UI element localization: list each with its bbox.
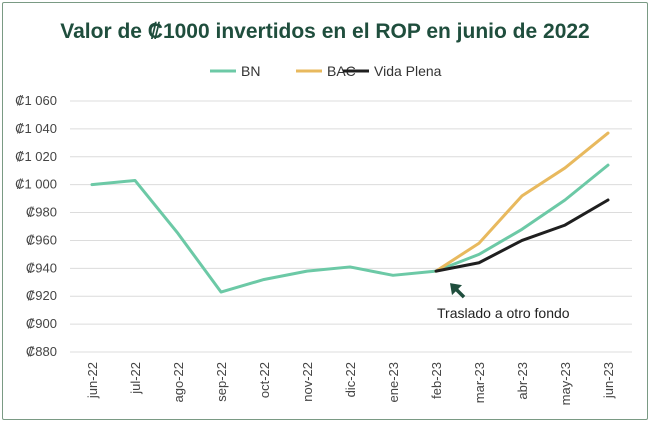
series-line-bac — [434, 131, 610, 273]
y-tick-label: ₡1 040 — [15, 121, 57, 136]
series-line-bn — [90, 163, 610, 294]
x-tick-label: nov-22 — [300, 362, 315, 402]
y-tick-label: ₡920 — [26, 288, 57, 303]
chart-title: Valor de ₡1000 invertidos en el ROP en j… — [60, 20, 589, 43]
x-tick-label: jun-22 — [85, 362, 100, 399]
y-tick-label: ₡980 — [26, 205, 57, 220]
x-tick-label: abr-23 — [515, 362, 530, 400]
y-tick-label: ₡1 020 — [15, 149, 57, 164]
y-tick-label: ₡880 — [26, 344, 57, 359]
annotation-arrow-head — [450, 283, 462, 296]
x-tick-label: jul-22 — [128, 362, 143, 395]
x-tick-label: mar-23 — [472, 362, 487, 403]
y-tick-label: ₡1 000 — [15, 177, 57, 192]
legend-label: BAC — [327, 63, 356, 79]
y-tick-label: ₡940 — [26, 260, 57, 275]
x-tick-label: oct-22 — [257, 362, 272, 398]
x-tick-label: ago-22 — [171, 362, 186, 402]
legend-label: Vida Plena — [374, 63, 442, 79]
series-line-vida-plena — [434, 198, 610, 273]
y-tick-label: ₡960 — [26, 232, 57, 247]
x-tick-label: feb-23 — [429, 362, 444, 399]
legend-label: BN — [241, 63, 260, 79]
x-tick-label: may-23 — [558, 362, 573, 405]
x-tick-label: dic-22 — [343, 362, 358, 397]
x-tick-label: ene-23 — [386, 362, 401, 402]
x-tick-label: sep-22 — [214, 362, 229, 402]
annotation-text: Traslado a otro fondo — [437, 305, 570, 321]
y-tick-label: ₡1 060 — [15, 93, 57, 108]
y-tick-label: ₡900 — [26, 316, 57, 331]
x-tick-label: jun-23 — [601, 362, 616, 399]
